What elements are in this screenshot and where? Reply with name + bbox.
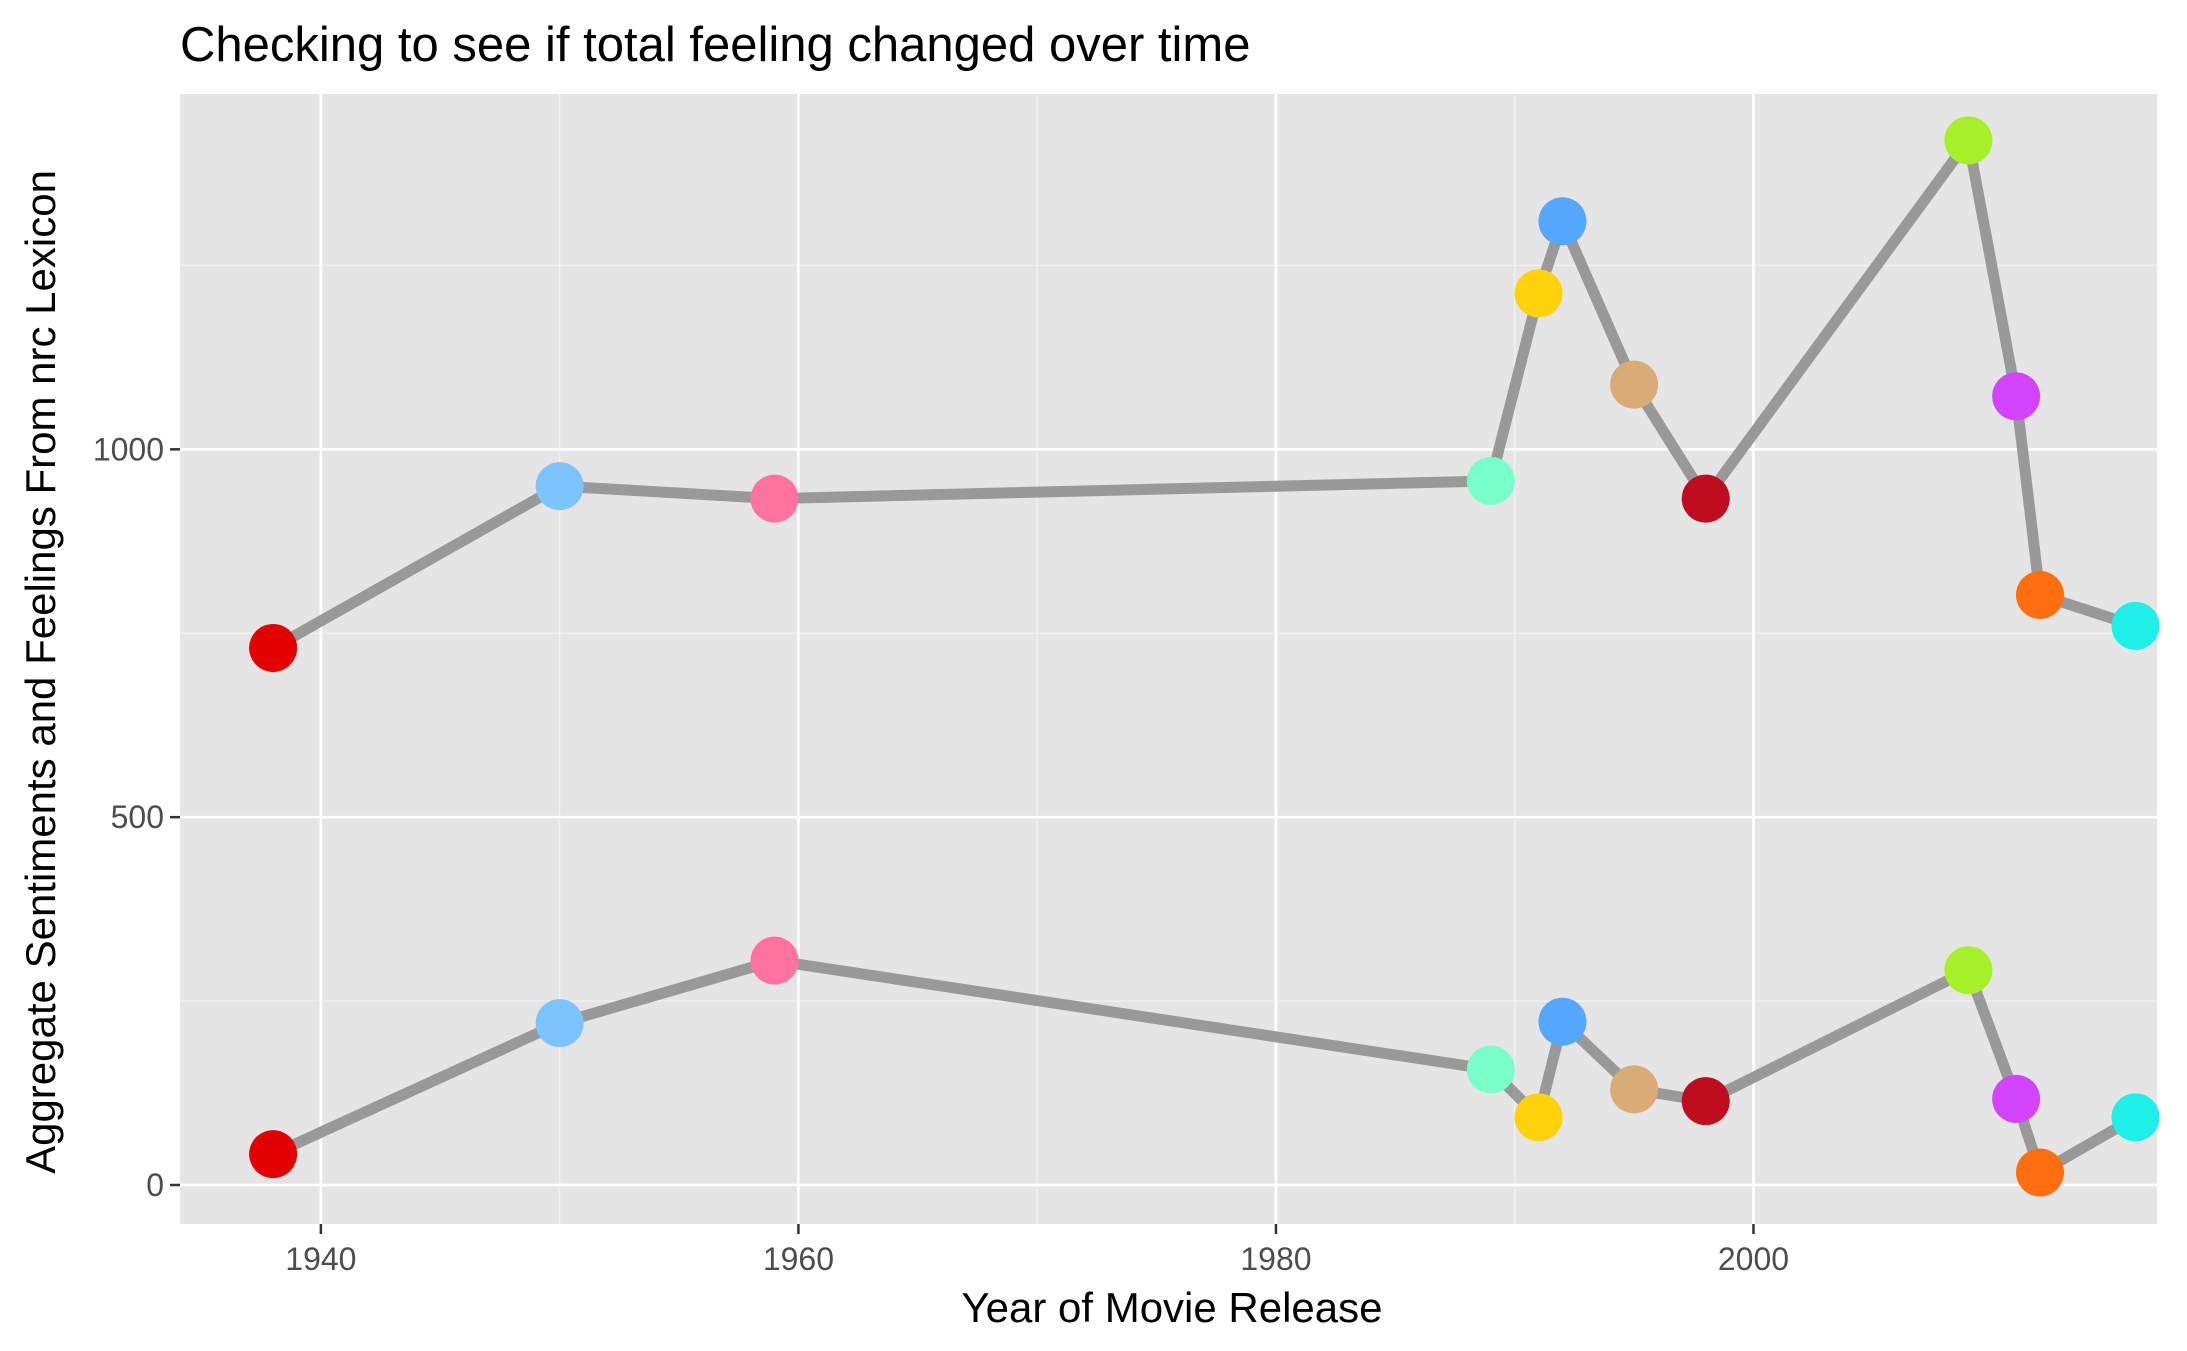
series-line-1 — [267, 134, 2142, 654]
data-point — [1610, 360, 1659, 409]
axis-ticks — [170, 448, 1755, 1234]
data-point — [1466, 456, 1515, 505]
y-tick-label: 500 — [111, 799, 164, 835]
data-point — [1992, 372, 2041, 421]
tick-labels: 1940 1960 1980 2000 0 500 1000 — [93, 431, 1789, 1277]
data-point — [535, 999, 584, 1048]
data-point — [2111, 601, 2160, 650]
data-point — [1681, 474, 1730, 523]
data-point — [1944, 946, 1993, 995]
data-point — [1466, 1045, 1515, 1094]
series-points — [249, 116, 2160, 1197]
data-point — [750, 474, 799, 523]
data-point — [249, 623, 298, 672]
data-point — [535, 462, 584, 511]
data-point — [2016, 570, 2065, 619]
data-point — [1538, 997, 1587, 1046]
y-axis-title: Aggregate Sentiments and Feelings From n… — [17, 170, 64, 1174]
data-point — [2111, 1093, 2160, 1142]
x-tick-label: 1940 — [285, 1241, 356, 1277]
data-point — [1514, 269, 1563, 318]
major-gridlines — [180, 94, 2157, 1224]
data-point — [1944, 116, 1993, 165]
minor-gridlines — [180, 94, 2157, 1224]
y-tick-label: 1000 — [93, 431, 164, 467]
chart-title: Checking to see if total feeling changed… — [180, 18, 1250, 72]
y-tick-label: 0 — [146, 1167, 164, 1203]
x-axis-title: Year of Movie Release — [961, 1284, 1382, 1331]
x-tick-label: 2000 — [1718, 1241, 1789, 1277]
data-point — [2016, 1148, 2065, 1197]
data-point — [1514, 1093, 1563, 1142]
x-tick-label: 1980 — [1240, 1241, 1311, 1277]
plot-panel — [180, 94, 2157, 1224]
data-point — [1992, 1074, 2041, 1123]
data-point — [1610, 1065, 1659, 1114]
data-point — [249, 1130, 298, 1179]
data-point — [1538, 197, 1587, 246]
data-point — [1681, 1077, 1730, 1126]
data-point — [750, 936, 799, 985]
x-tick-label: 1960 — [763, 1241, 834, 1277]
